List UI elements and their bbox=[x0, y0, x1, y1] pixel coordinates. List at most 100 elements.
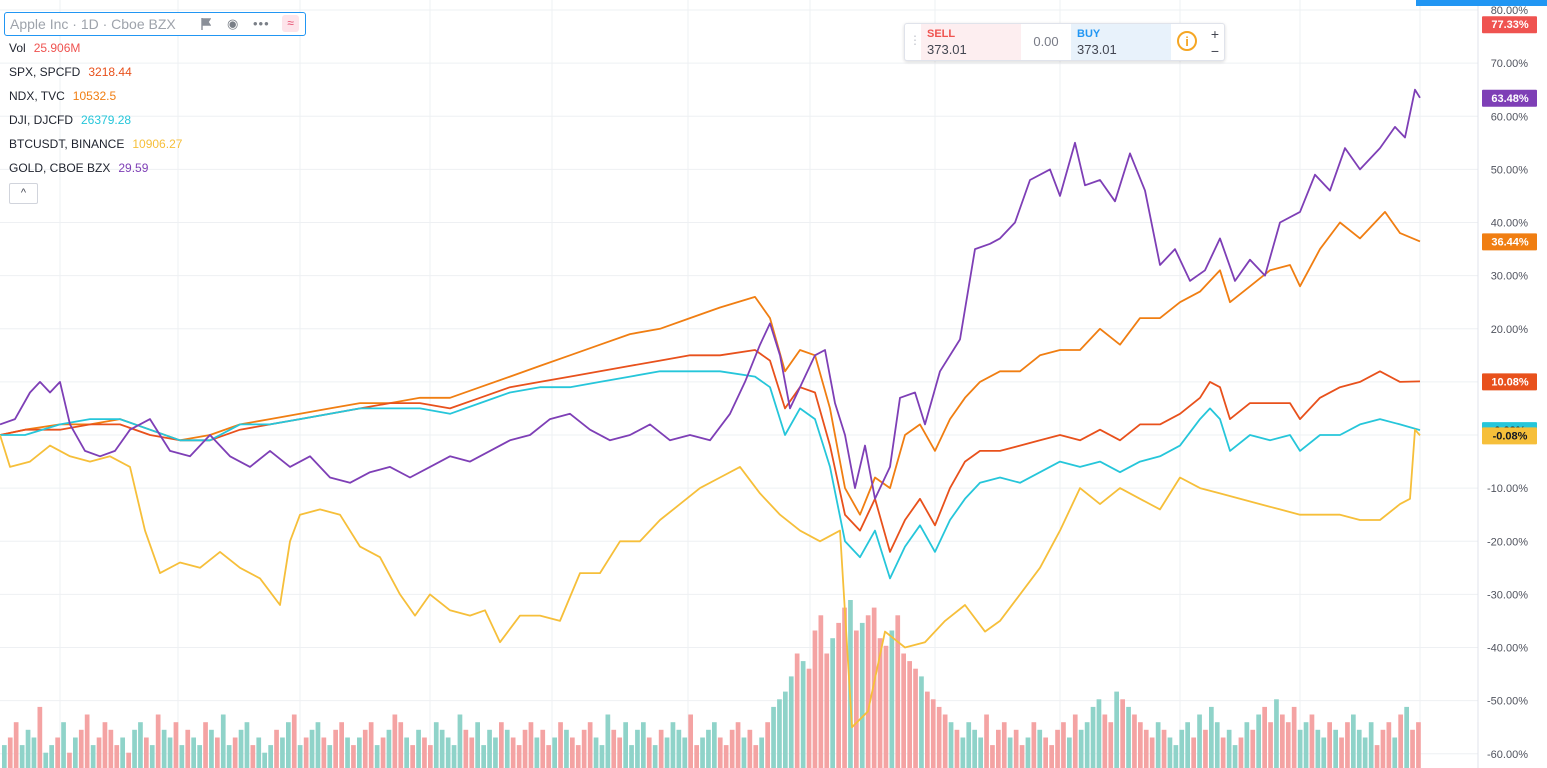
y-tick-label: 80.00% bbox=[1491, 5, 1529, 17]
volume-bar bbox=[936, 706, 942, 768]
volume-bar bbox=[96, 737, 102, 768]
volume-bar bbox=[31, 737, 37, 768]
legend-name: BTCUSDT, BINANCE bbox=[9, 137, 125, 151]
volume-bar bbox=[800, 661, 806, 768]
eye-hidden-icon[interactable]: ◉ bbox=[227, 16, 239, 31]
legend-spx[interactable]: SPX, SPCFD 3218.44 bbox=[9, 65, 132, 79]
volume-bar bbox=[1061, 722, 1066, 768]
volume-bar bbox=[629, 745, 634, 768]
volume-bar bbox=[611, 729, 617, 768]
volume-bar bbox=[1345, 722, 1350, 768]
volume-bar bbox=[783, 691, 788, 768]
volume-bar bbox=[830, 638, 835, 768]
volume-bar bbox=[303, 737, 309, 768]
volume-bar bbox=[1285, 722, 1291, 768]
volume-bar bbox=[729, 729, 735, 768]
volume-bar bbox=[1232, 745, 1238, 768]
info-icon[interactable]: i bbox=[1177, 31, 1197, 51]
volume-bar bbox=[676, 729, 682, 768]
y-tick-label: -20.00% bbox=[1487, 536, 1528, 548]
more-options-icon[interactable]: ••• bbox=[253, 16, 270, 31]
volume-bars bbox=[2, 600, 1421, 768]
volume-bar bbox=[321, 737, 327, 768]
legend-value: 25.906M bbox=[33, 41, 81, 55]
volume-bar bbox=[824, 653, 830, 768]
volume-bar bbox=[1096, 699, 1102, 768]
volume-bar bbox=[1138, 722, 1143, 768]
volume-bar bbox=[570, 737, 575, 768]
volume-bar bbox=[1315, 729, 1321, 768]
legend-value: 29.59 bbox=[118, 161, 149, 175]
volume-bar bbox=[1274, 699, 1279, 768]
volume-bar bbox=[658, 729, 664, 768]
volume-bar bbox=[747, 729, 753, 768]
legend-btcusdt[interactable]: BTCUSDT, BINANCE 10906.27 bbox=[9, 137, 182, 151]
legend-name: SPX, SPCFD bbox=[9, 65, 81, 79]
volume-bar bbox=[954, 729, 960, 768]
volume-bar bbox=[25, 729, 31, 768]
buy-button[interactable]: BUY 373.01 bbox=[1071, 24, 1171, 60]
volume-bar bbox=[1356, 729, 1362, 768]
legend-value: 10906.27 bbox=[132, 137, 183, 151]
volume-bar bbox=[1161, 729, 1167, 768]
volume-bar bbox=[504, 729, 510, 768]
volume-bar bbox=[1398, 714, 1403, 768]
volume-bar bbox=[510, 737, 516, 768]
volume-bar bbox=[1025, 737, 1031, 768]
volume-bar bbox=[345, 737, 350, 768]
collapse-legend-button[interactable]: ^ bbox=[9, 183, 38, 204]
indicator-wave-icon[interactable]: ≈ bbox=[282, 15, 299, 32]
volume-bar bbox=[1374, 745, 1380, 768]
volume-bar bbox=[1238, 737, 1244, 768]
volume-bar bbox=[1167, 737, 1173, 768]
trade-panel: ⋮⋮ SELL 373.01 0.00 BUY 373.01 i + − bbox=[904, 23, 1225, 61]
volume-bar bbox=[641, 722, 646, 768]
volume-bar bbox=[895, 615, 901, 768]
buy-label: BUY bbox=[1077, 28, 1101, 40]
y-tick-label: 70.00% bbox=[1491, 58, 1529, 70]
y-tick-label: -40.00% bbox=[1487, 643, 1528, 655]
volume-bar bbox=[1416, 722, 1421, 768]
volume-bar bbox=[670, 722, 676, 768]
volume-bar bbox=[1084, 722, 1090, 768]
volume-bar bbox=[43, 752, 49, 768]
volume-bar bbox=[19, 745, 25, 768]
volume-bar bbox=[1226, 729, 1232, 768]
volume-bar bbox=[339, 722, 344, 768]
volume-bar bbox=[564, 729, 569, 768]
volume-bar bbox=[1368, 722, 1374, 768]
series-line bbox=[0, 370, 1421, 580]
volume-bar bbox=[1321, 737, 1327, 768]
volume-bar bbox=[907, 661, 912, 768]
minus-button[interactable]: − bbox=[1210, 43, 1220, 59]
volume-bar bbox=[244, 722, 250, 768]
last-value-badge bbox=[1482, 16, 1537, 34]
volume-bar bbox=[13, 722, 19, 768]
volume-bar bbox=[1339, 737, 1344, 768]
volume-bar bbox=[499, 722, 504, 768]
volume-bar bbox=[197, 745, 202, 768]
flag-icon[interactable] bbox=[201, 18, 211, 30]
legend-dji[interactable]: DJI, DJCFD 26379.28 bbox=[9, 113, 131, 127]
sell-button[interactable]: SELL 373.01 bbox=[921, 24, 1021, 60]
legend-ndx[interactable]: NDX, TVC 10532.5 bbox=[9, 89, 116, 103]
volume-bar bbox=[392, 714, 398, 768]
legend-gold[interactable]: GOLD, CBOE BZX 29.59 bbox=[9, 161, 148, 175]
volume-bar bbox=[67, 752, 72, 768]
volume-bar bbox=[374, 745, 380, 768]
volume-bar bbox=[179, 745, 185, 768]
volume-bar bbox=[49, 745, 54, 768]
volume-bar bbox=[1126, 706, 1131, 768]
volume-bar bbox=[232, 737, 238, 768]
volume-bar bbox=[262, 752, 267, 768]
legend-vol[interactable]: Vol 25.906M bbox=[9, 41, 80, 55]
volume-bar bbox=[132, 729, 137, 768]
symbol-title-box[interactable]: Apple Inc · 1D · Cboe BZX ◉ ••• bbox=[4, 12, 306, 36]
volume-bar bbox=[209, 729, 214, 768]
volume-bar bbox=[138, 722, 143, 768]
plus-button[interactable]: + bbox=[1210, 26, 1220, 42]
volume-bar bbox=[587, 722, 593, 768]
volume-bar bbox=[919, 676, 924, 768]
volume-bar bbox=[871, 607, 877, 768]
